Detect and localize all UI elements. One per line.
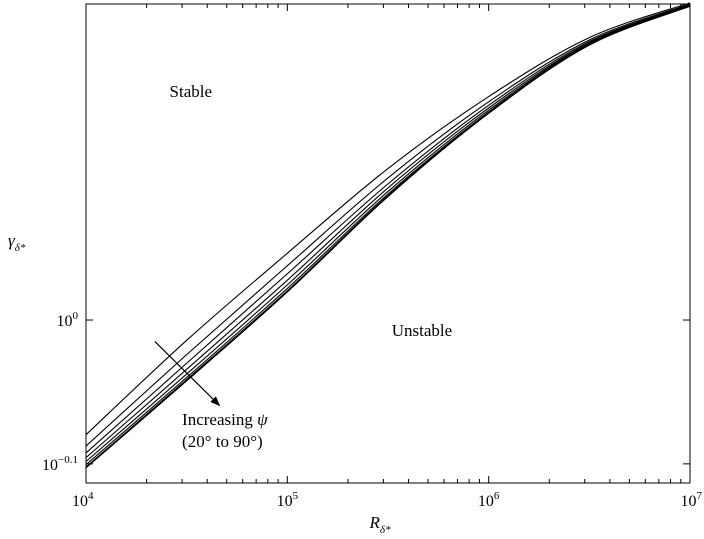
increasing-psi-arrow	[154, 341, 221, 407]
y-axis-label-sub: δ*	[15, 242, 26, 254]
series-line-4	[85, 4, 691, 459]
series-line-1	[85, 2, 691, 436]
x-tick-label-4: 107	[681, 490, 703, 510]
x-axis-label-main: R	[368, 513, 380, 532]
annotation-increasing-psi: Increasing ψ	[182, 410, 268, 429]
tick-group: 104 105 106 107 100 10−0.1	[42, 4, 703, 510]
series-line-2	[85, 3, 691, 447]
annotation-angle-range: (20° to 90°)	[182, 432, 263, 451]
annotation-text: Increasing	[182, 410, 257, 429]
x-axis-label: Rδ*	[368, 513, 391, 536]
y-axis-label: γδ*	[8, 231, 26, 254]
x-tick-label-3: 106	[478, 490, 500, 510]
x-tick-label-2: 105	[277, 490, 299, 510]
y-tick-label-1: 100	[57, 310, 79, 330]
curve-group	[85, 2, 691, 469]
y-tick-label-2: 10−0.1	[42, 454, 78, 474]
series-line-8	[85, 5, 691, 469]
region-label-unstable: Unstable	[392, 321, 452, 340]
y-axis-label-main: γ	[8, 231, 16, 250]
plot-frame	[85, 3, 691, 484]
series-line-6	[85, 5, 691, 466]
series-line-3	[85, 4, 691, 454]
region-label-stable: Stable	[170, 82, 213, 101]
series-line-5	[85, 4, 691, 462]
psi-symbol: ψ	[257, 410, 268, 429]
x-tick-label-1: 104	[72, 490, 94, 510]
series-line-7	[85, 5, 691, 468]
x-axis-label-sub: δ*	[380, 524, 391, 536]
